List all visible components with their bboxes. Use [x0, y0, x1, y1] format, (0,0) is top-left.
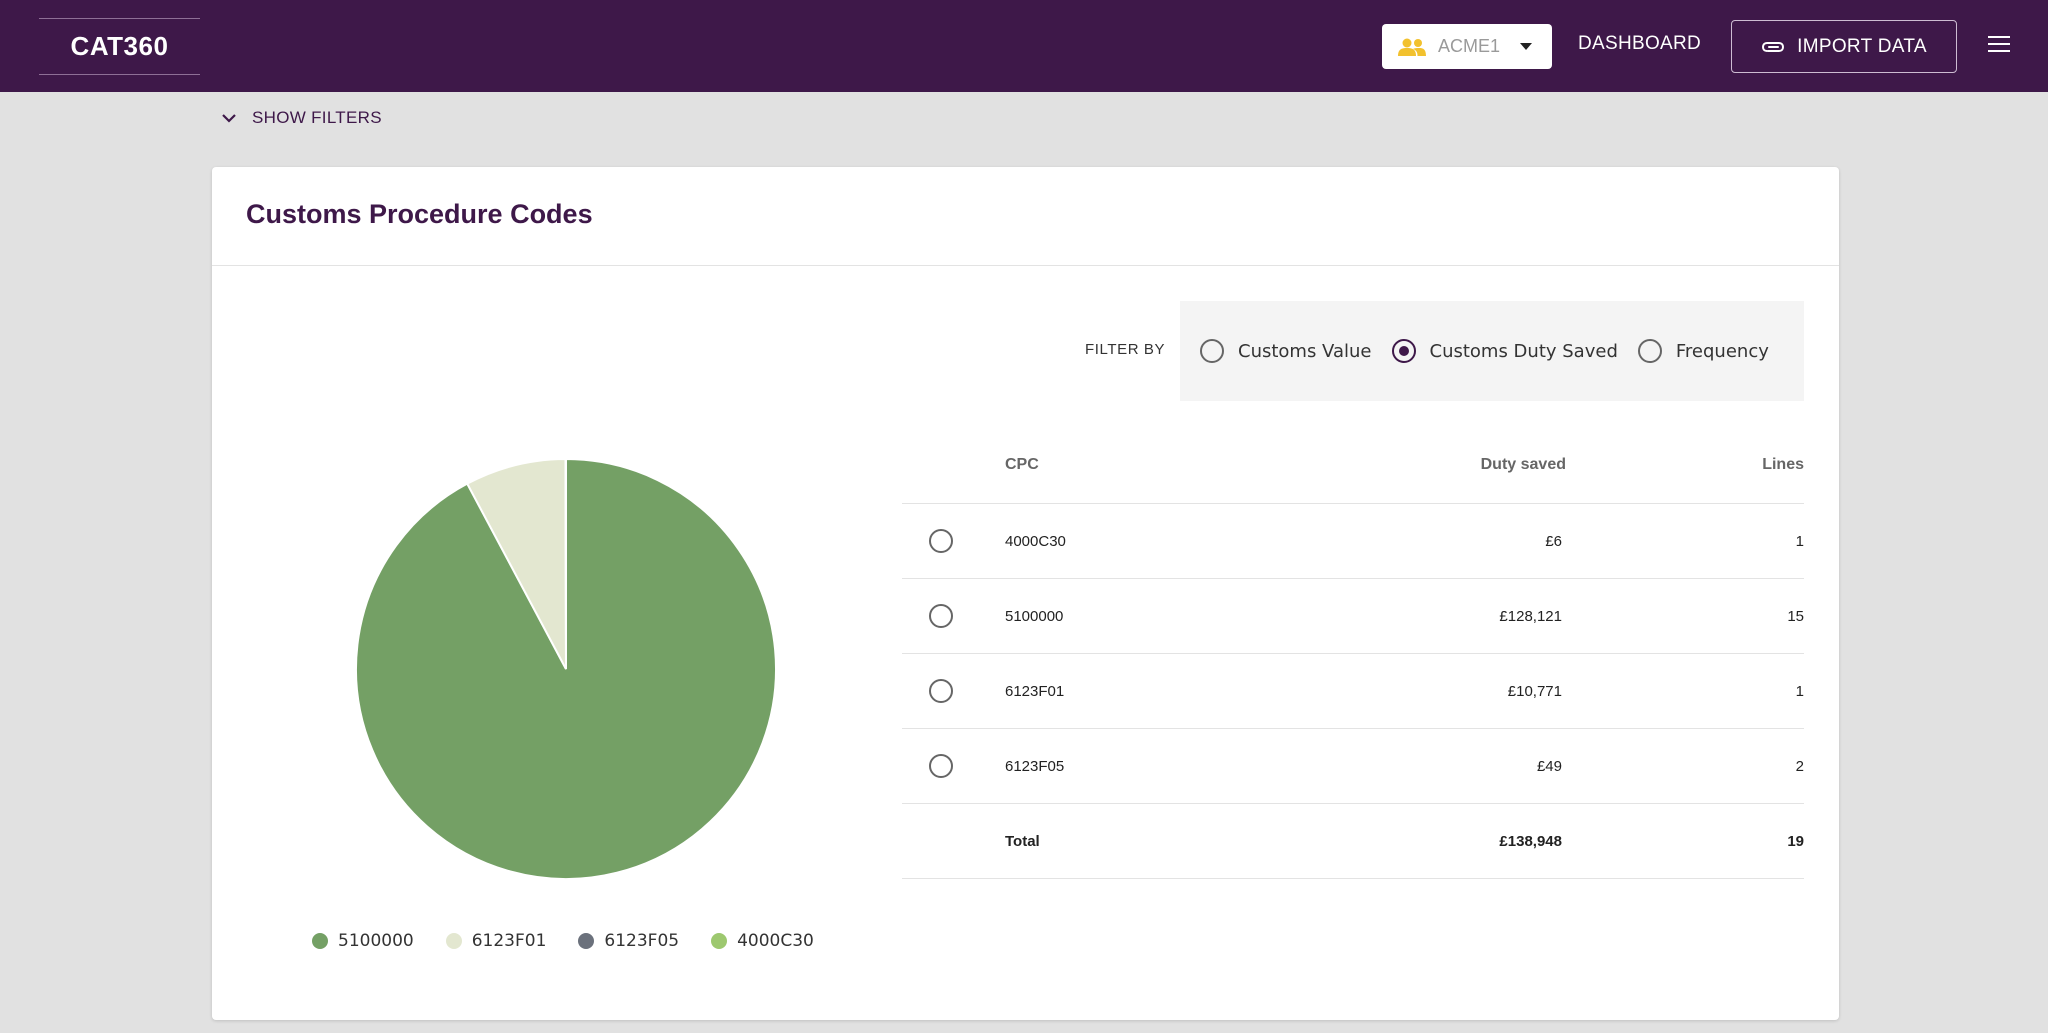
- legend-label: 6123F05: [604, 931, 680, 951]
- legend-label: 5100000: [338, 931, 414, 951]
- legend-label: 6123F01: [471, 931, 547, 951]
- cell-lines: 15: [1787, 608, 1804, 625]
- table-row[interactable]: 5100000 £128,121 15: [902, 579, 1804, 654]
- app-logo[interactable]: CAT360: [39, 18, 200, 75]
- pie-chart: [356, 459, 776, 879]
- card-title: Customs Procedure Codes: [246, 199, 593, 229]
- table-header: CPC Duty saved Lines: [902, 429, 1804, 504]
- cell-lines: 1: [1795, 533, 1804, 550]
- filter-by-options: Customs Value Customs Duty Saved Frequen…: [1180, 301, 1804, 401]
- card-divider: [212, 265, 1839, 266]
- chevron-down-icon: [222, 113, 236, 123]
- paperclip-icon: [1762, 41, 1785, 52]
- show-filters-label: SHOW FILTERS: [252, 108, 382, 127]
- legend-swatch: [711, 933, 728, 949]
- legend-item-6123F05[interactable]: 6123F05: [578, 931, 679, 951]
- cell-duty-saved: £6: [1545, 533, 1562, 550]
- filter-option-customs-duty-saved[interactable]: Customs Duty Saved: [1391, 339, 1618, 363]
- table-row[interactable]: 6123F05 £49 2: [902, 729, 1804, 804]
- filter-option-frequency[interactable]: Frequency: [1637, 339, 1769, 363]
- total-duty-saved: £138,948: [1499, 833, 1562, 850]
- cell-duty-saved: £49: [1536, 758, 1562, 775]
- column-header-lines[interactable]: Lines: [1762, 456, 1804, 473]
- cell-cpc: 5100000: [1005, 608, 1064, 625]
- legend-item-5100000[interactable]: 5100000: [312, 931, 414, 951]
- row-select-radio[interactable]: [929, 679, 953, 703]
- legend-swatch: [578, 933, 595, 949]
- organisation-name: ACME1: [1438, 36, 1501, 56]
- cell-cpc: 6123F01: [1005, 683, 1065, 700]
- legend-swatch: [312, 933, 328, 949]
- filter-option-customs-value[interactable]: Customs Value: [1200, 339, 1372, 363]
- column-header-duty-saved[interactable]: Duty saved: [1480, 456, 1566, 473]
- organisation-selector[interactable]: ACME1: [1382, 24, 1552, 69]
- filter-option-label: Customs Value: [1238, 340, 1372, 362]
- import-data-button[interactable]: IMPORT DATA: [1731, 20, 1957, 73]
- legend-swatch: [445, 933, 462, 949]
- table-total-row: Total £138,948 19: [902, 804, 1804, 879]
- radio-customs-duty-saved[interactable]: [1391, 339, 1416, 363]
- total-label: Total: [1005, 833, 1040, 850]
- menu-icon[interactable]: [1988, 36, 2010, 54]
- cell-lines: 1: [1795, 683, 1804, 700]
- total-lines: 19: [1787, 833, 1804, 850]
- table-row[interactable]: 6123F01 £10,771 1: [902, 654, 1804, 729]
- cell-lines: 2: [1795, 758, 1804, 775]
- radio-customs-value[interactable]: [1200, 339, 1224, 363]
- row-select-radio[interactable]: [929, 529, 953, 553]
- column-header-cpc[interactable]: CPC: [1005, 456, 1039, 473]
- cell-duty-saved: £10,771: [1507, 683, 1562, 700]
- legend-item-4000C30[interactable]: 4000C30: [711, 931, 814, 951]
- nav-dashboard-link[interactable]: DASHBOARD: [1578, 33, 1702, 54]
- row-select-radio[interactable]: [929, 754, 953, 778]
- cell-cpc: 6123F05: [1005, 758, 1065, 775]
- cpc-card: Customs Procedure Codes FILTER BY Custom…: [212, 167, 1839, 1020]
- row-select-radio[interactable]: [929, 604, 953, 628]
- filter-option-label: Frequency: [1675, 340, 1769, 362]
- table-row[interactable]: 4000C30 £6 1: [902, 504, 1804, 579]
- pie-slice-6123F01[interactable]: [465, 459, 567, 670]
- chart-legend: 5100000 6123F01 6123F05 4000C30: [312, 931, 846, 951]
- import-data-label: IMPORT DATA: [1797, 35, 1927, 57]
- legend-item-6123F01[interactable]: 6123F01: [445, 931, 547, 951]
- show-filters-toggle[interactable]: SHOW FILTERS: [222, 108, 382, 128]
- legend-label: 4000C30: [737, 931, 814, 951]
- filter-option-label: Customs Duty Saved: [1429, 340, 1618, 362]
- cpc-table: CPC Duty saved Lines 4000C30 £6 1 510000…: [902, 429, 1804, 879]
- people-icon: [1398, 38, 1426, 56]
- caret-down-icon: [1520, 43, 1532, 50]
- cell-cpc: 4000C30: [1005, 533, 1066, 550]
- top-app-bar: CAT360 ACME1 DASHBOARD IMPORT DATA: [0, 0, 2048, 92]
- radio-frequency[interactable]: [1637, 339, 1662, 363]
- filter-by-label: FILTER BY: [1085, 341, 1166, 358]
- cell-duty-saved: £128,121: [1499, 608, 1562, 625]
